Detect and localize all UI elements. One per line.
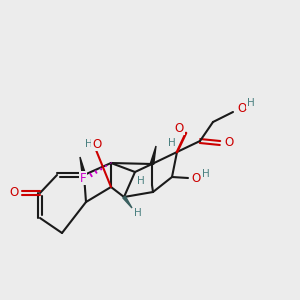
Text: H: H	[247, 98, 255, 108]
Text: O: O	[237, 103, 247, 116]
Text: O: O	[9, 187, 19, 200]
Text: O: O	[92, 137, 102, 151]
Text: F: F	[80, 172, 86, 184]
Text: O: O	[224, 136, 234, 149]
Polygon shape	[80, 157, 86, 176]
Polygon shape	[150, 146, 156, 164]
Text: H: H	[168, 138, 176, 148]
Polygon shape	[123, 196, 132, 208]
Text: H: H	[85, 139, 93, 149]
Text: H: H	[202, 169, 210, 179]
Text: O: O	[174, 122, 184, 134]
Text: H: H	[137, 176, 145, 186]
Text: O: O	[191, 172, 201, 184]
Text: H: H	[134, 208, 142, 218]
